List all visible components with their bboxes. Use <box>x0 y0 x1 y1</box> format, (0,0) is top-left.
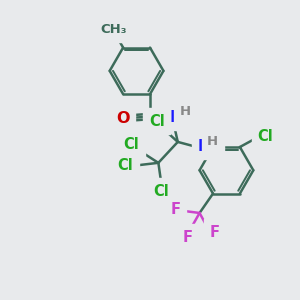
Text: H: H <box>207 135 218 148</box>
Text: F: F <box>171 202 181 217</box>
Text: Cl: Cl <box>154 184 169 199</box>
Text: Cl: Cl <box>124 137 140 152</box>
Text: N: N <box>170 110 182 125</box>
Text: F: F <box>183 230 193 245</box>
Text: F: F <box>209 225 220 240</box>
Text: CH₃: CH₃ <box>100 23 127 36</box>
Text: Cl: Cl <box>118 158 134 173</box>
Text: Cl: Cl <box>257 129 273 144</box>
Text: H: H <box>179 105 191 118</box>
Text: Cl: Cl <box>149 113 165 128</box>
Text: O: O <box>116 110 129 125</box>
Text: N: N <box>198 139 210 154</box>
